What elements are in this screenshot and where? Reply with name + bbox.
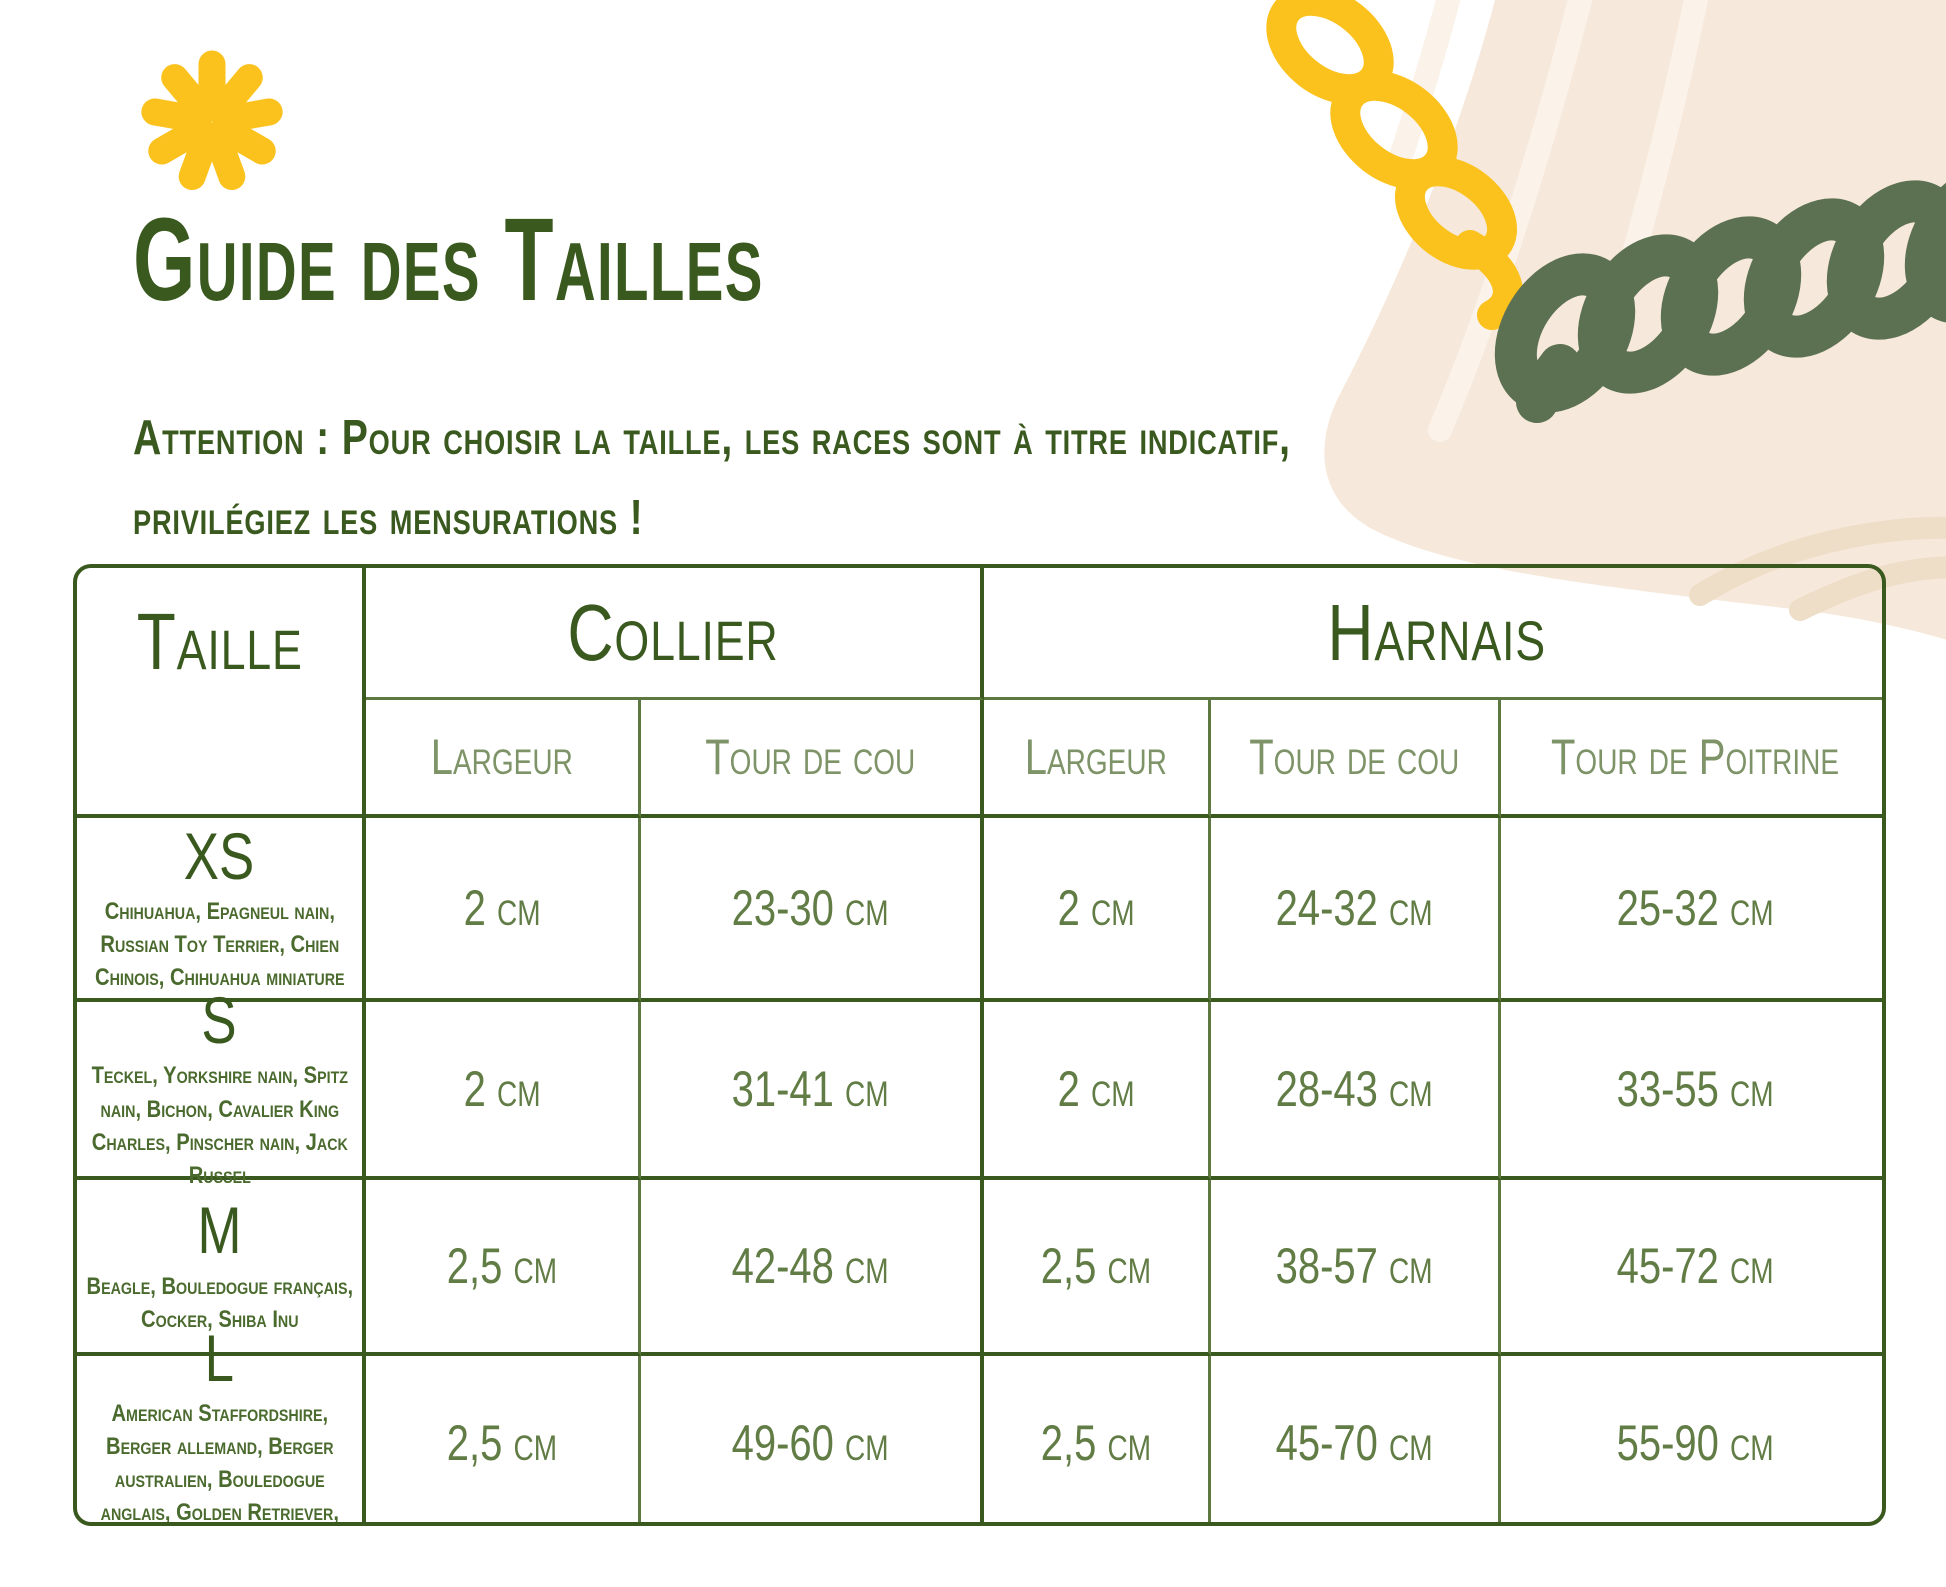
page-title: Guide des Tailles [133,194,764,326]
green-squiggle-icon [1494,164,1946,423]
s-harnais-tour-de-cou: 28-43 cm [1211,1002,1501,1180]
column-header-taille: Taille [77,568,366,818]
breeds-label: Chihuahua, Epagneul nain, Russian Toy Te… [94,897,345,992]
xs-collier-tour-de-cou: 23-30 cm [641,818,984,1002]
table-row-xs-size-cell: XS Chihuahua, Epagneul nain, Russian Toy… [77,818,366,1002]
subheader-harnais-tour-de-poitrine: Tour de Poitrine [1501,700,1882,818]
subheader-collier-largeur: Largeur [366,700,641,818]
breeds-label: Teckel, Yorkshire nain, Spitz nain, Bich… [91,1062,348,1189]
l-collier-largeur: 2,5 cm [366,1356,641,1522]
breeds-label: American Staffordshire, Berger allemand,… [100,1399,339,1526]
l-harnais-tour-de-cou: 45-70 cm [1211,1356,1501,1522]
m-collier-tour-de-cou: 42-48 cm [641,1180,984,1356]
m-harnais-tour-de-cou: 38-57 cm [1211,1180,1501,1356]
page-subtitle: Attention : Pour choisir la taille, les … [133,398,1291,558]
xs-harnais-tour-de-cou: 24-32 cm [1211,818,1501,1002]
s-harnais-tour-de-poitrine: 33-55 cm [1501,1002,1882,1180]
m-collier-largeur: 2,5 cm [366,1180,641,1356]
size-label: M [197,1193,242,1268]
breeds-label: Beagle, Bouledogue français, Cocker, Shi… [86,1272,353,1333]
subtitle-line-1: Attention : Pour choisir la taille, les … [133,411,1291,465]
subheader-harnais-tour-de-cou: Tour de cou [1211,700,1501,818]
size-label: S [201,983,238,1058]
asterisk-icon [141,50,283,191]
l-harnais-tour-de-poitrine: 55-90 cm [1617,1415,1774,1471]
subtitle-line-2: privilégiez les mensurations ! [133,491,644,545]
group-header-harnais: Harnais [984,568,1882,700]
l-collier-tour-de-cou: 49-60 cm [641,1356,984,1522]
table-row-s-size-cell: S Teckel, Yorkshire nain, Spitz nain, Bi… [77,985,366,1189]
m-harnais-largeur: 2,5 cm [984,1180,1211,1356]
yellow-squiggle-icon [1266,0,1523,330]
table-row-m-size-cell: M Beagle, Bouledogue français, Cocker, S… [77,1180,366,1356]
size-label: L [204,1320,235,1395]
subheader-collier-tour-de-cou: Tour de cou [641,700,984,818]
subheader-harnais-largeur: Largeur [984,700,1211,818]
table-row-l-size-cell: L American Staffordshire, Berger alleman… [77,1323,366,1526]
s-harnais-largeur: 2 cm [984,1002,1211,1180]
size-guide-table: Taille Collier Harnais Largeur Tour de c… [73,564,1886,1526]
size-label: XS [184,818,255,893]
xs-harnais-largeur: 2 cm [984,818,1211,1002]
s-collier-tour-de-cou: 31-41 cm [641,1002,984,1180]
group-header-collier: Collier [366,568,984,700]
xs-collier-largeur: 2 cm [366,818,641,1002]
xs-harnais-tour-de-poitrine: 25-32 cm [1501,818,1882,1002]
s-collier-largeur: 2 cm [366,1002,641,1180]
m-harnais-tour-de-poitrine: 45-72 cm [1501,1180,1882,1356]
l-harnais-largeur: 2,5 cm [984,1356,1211,1522]
